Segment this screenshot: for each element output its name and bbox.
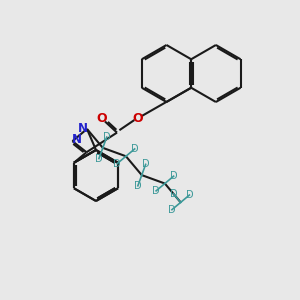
Text: D: D — [134, 181, 142, 191]
Text: N: N — [72, 133, 82, 146]
Text: D: D — [95, 154, 103, 164]
Text: N: N — [77, 122, 88, 136]
Text: D: D — [169, 189, 177, 199]
Text: D: D — [142, 159, 149, 170]
Text: D: D — [186, 190, 193, 200]
Text: D: D — [170, 171, 177, 181]
Text: O: O — [96, 112, 107, 125]
Text: D: D — [103, 132, 110, 142]
Text: O: O — [133, 112, 143, 125]
Text: D: D — [152, 186, 160, 196]
Text: D: D — [131, 144, 139, 154]
Text: D: D — [113, 159, 121, 169]
Text: D: D — [168, 205, 176, 215]
